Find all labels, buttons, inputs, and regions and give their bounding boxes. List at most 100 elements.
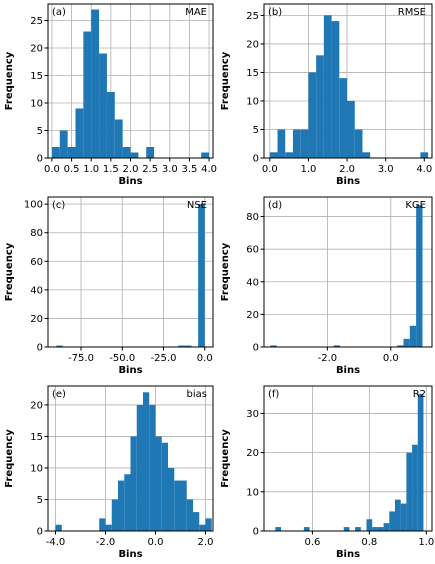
plot-frame: [47, 385, 214, 532]
panel-label: (e): [52, 389, 66, 400]
histogram-bar: [184, 345, 192, 347]
histogram-bar: [118, 480, 125, 531]
y-tick-label: 20: [30, 400, 43, 411]
x-tick-label: 0.0: [44, 164, 60, 175]
histogram-bar: [178, 345, 185, 347]
panel-c-nse: -75.0 -50.0 -25.0 0.0 0 20 40 60 80 100 Bins Freque…: [4, 196, 214, 376]
histogram-bar: [149, 404, 156, 531]
histogram-bar: [406, 452, 413, 531]
y-tick-label: 20: [246, 310, 259, 321]
histogram-bar: [397, 345, 404, 347]
panel-b-rmse: 0.0 1.0 2.0 3.0 4.0 0 5 10 15 20 25 Bins Frequency (b…: [220, 3, 433, 187]
x-tick-label: 4.0: [201, 164, 217, 175]
x-axis-label: Bins: [118, 176, 142, 187]
histogram-bar: [99, 518, 106, 531]
histogram-bar: [146, 147, 155, 158]
y-tick-label: 80: [246, 212, 259, 223]
x-tick-label: 0.0: [262, 164, 278, 175]
metric-title: R2: [413, 389, 426, 400]
x-tick-label: 2.0: [339, 164, 355, 175]
y-tick-label: 25: [30, 16, 43, 27]
panel-label: (b): [268, 7, 282, 18]
plot-frame: [263, 3, 433, 159]
x-axis-label: Bins: [118, 549, 142, 560]
y-tick-label: 100: [24, 200, 43, 211]
panel-label: (d): [268, 200, 282, 211]
x-tick-label: 0.0: [197, 353, 213, 364]
x-tick-label: -4.0: [46, 537, 66, 548]
x-tick-label: 0.6: [304, 537, 320, 548]
histogram-bar: [333, 345, 341, 347]
histogram-bar: [412, 444, 418, 531]
plot-frame: [47, 196, 214, 348]
histogram-bar: [111, 499, 118, 531]
x-tick-label: 0.8: [361, 537, 377, 548]
histogram-bar: [285, 152, 293, 158]
y-tick-label: 10: [246, 487, 259, 498]
y-tick-label: 40: [30, 285, 43, 296]
metric-title: NSE: [187, 200, 207, 211]
metric-title: MAE: [185, 7, 207, 18]
plot-frame: [263, 196, 433, 348]
histogram-bar: [205, 518, 212, 531]
histogram-bar: [409, 325, 417, 347]
x-tick-label: 2.0: [198, 537, 214, 548]
histogram-bar: [389, 511, 395, 531]
histogram-bar: [383, 523, 390, 531]
histogram-bar: [275, 527, 282, 531]
metric-title: bias: [187, 389, 207, 400]
histogram-bar: [180, 480, 187, 531]
y-axis-label: Frequency: [220, 51, 231, 110]
y-axis-label: Frequency: [4, 429, 15, 488]
x-tick-label: -2.0: [318, 353, 338, 364]
histogram-bar: [377, 527, 384, 531]
histogram-bar: [420, 152, 429, 158]
panel-d-kge: -2.0 0.0 0 20 40 60 80 Bins Frequency (d) KGE: [220, 196, 433, 376]
histogram-bar: [366, 519, 373, 531]
y-tick-label: 20: [246, 39, 259, 50]
y-tick-label: 25: [246, 11, 259, 22]
x-tick-label: 2.0: [123, 164, 139, 175]
histogram-bar: [59, 130, 68, 158]
y-tick-label: 10: [30, 99, 43, 110]
histogram-bar: [270, 345, 277, 347]
x-tick-label: 3.5: [181, 164, 197, 175]
metric-title: RMSE: [398, 7, 426, 18]
histogram-bar: [331, 21, 340, 158]
histogram-bar: [201, 152, 210, 158]
y-tick-label: 15: [30, 71, 43, 82]
histogram-bar: [67, 147, 76, 158]
histogram-bar: [136, 404, 143, 531]
panel-label: (a): [52, 7, 66, 18]
histogram-bar: [55, 524, 62, 531]
panel-label: (c): [52, 200, 65, 211]
x-tick-label: 1.0: [300, 164, 316, 175]
histogram-bar: [303, 527, 310, 531]
histogram-bar: [193, 512, 200, 531]
x-tick-label: 0.5: [64, 164, 80, 175]
histogram-bar: [323, 15, 332, 158]
x-tick-label: 1.5: [103, 164, 119, 175]
histogram-bar: [269, 152, 278, 158]
histogram-bar: [174, 480, 181, 531]
x-tick-label: 3.0: [162, 164, 178, 175]
y-tick-label: 10: [30, 463, 43, 474]
histogram-bar: [161, 442, 168, 531]
x-tick-label: 2.5: [142, 164, 158, 175]
y-tick-label: 0: [37, 527, 43, 538]
x-tick-label: -2.0: [96, 537, 116, 548]
y-tick-label: 15: [246, 68, 259, 79]
y-tick-label: 0: [37, 154, 43, 165]
panel-f-r2: 0.6 0.8 1.0 0 10 20 30 Bins Frequency (f) R2: [220, 385, 434, 560]
x-tick-label: -75.0: [68, 353, 94, 364]
histogram-bar: [347, 100, 355, 158]
histogram-bar: [99, 53, 107, 158]
histogram-bar: [362, 152, 371, 158]
histogram-bar: [122, 147, 131, 158]
x-axis-label: Bins: [336, 549, 360, 560]
histogram-bar: [83, 31, 92, 158]
x-tick-label: 1.0: [418, 537, 434, 548]
y-tick-label: 5: [253, 125, 259, 136]
x-tick-label: 3.0: [378, 164, 394, 175]
histogram-bar: [316, 55, 324, 159]
